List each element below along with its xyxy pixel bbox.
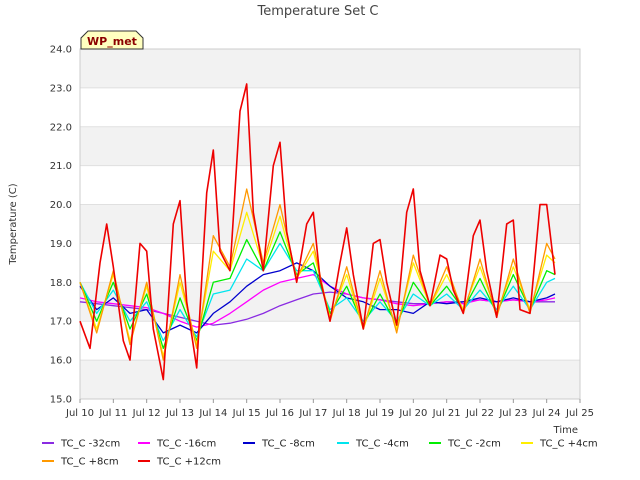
annotation-badge: WP_met bbox=[80, 30, 144, 50]
x-tick-label: Jul 20 bbox=[398, 408, 427, 419]
y-tick-label: 16.0 bbox=[50, 356, 72, 367]
legend-label: TC_C -32cm bbox=[60, 439, 120, 450]
y-tick-label: 15.0 bbox=[50, 395, 72, 406]
x-tick-label: Jul 22 bbox=[465, 408, 494, 419]
plot-background bbox=[79, 48, 581, 400]
series-line-3 bbox=[79, 262, 556, 334]
x-tick-label: Jul 25 bbox=[565, 408, 594, 419]
x-tick-label: Jul 19 bbox=[365, 408, 394, 419]
y-tick-label: 21.0 bbox=[50, 161, 72, 172]
legend-label: TC_C +4cm bbox=[539, 439, 598, 450]
x-tick-label: Jul 21 bbox=[432, 408, 461, 419]
x-tick-label: Jul 18 bbox=[332, 408, 361, 419]
x-tick-label: Jul 17 bbox=[298, 408, 327, 419]
y-tick-label: 24.0 bbox=[50, 45, 72, 56]
y-tick-label: 23.0 bbox=[50, 83, 72, 94]
x-tick-label: Jul 23 bbox=[498, 408, 527, 419]
y-tick-label: 17.0 bbox=[50, 317, 72, 328]
x-tick-label: Jul 14 bbox=[198, 408, 227, 419]
x-tick-label: Jul 13 bbox=[165, 408, 194, 419]
y-axis-title: Temperature (C) bbox=[8, 183, 19, 265]
series-line-8 bbox=[79, 83, 556, 381]
legend: TC_C -32cm TC_C -16cm TC_C -8cm TC_C -4cm TC… bbox=[42, 439, 598, 468]
background-band bbox=[80, 204, 580, 244]
plot-border bbox=[79, 48, 581, 400]
background-band bbox=[80, 49, 580, 88]
x-tick-label: Jul 11 bbox=[98, 408, 127, 419]
legend-label: TC_C -16cm bbox=[156, 439, 216, 450]
legend-label: TC_C +8cm bbox=[60, 457, 119, 468]
chart-title: Temperature Set C bbox=[256, 4, 378, 19]
background-band bbox=[80, 126, 580, 166]
background-bands bbox=[80, 49, 580, 399]
series-layer bbox=[79, 83, 556, 381]
annotation-badge-text: WP_met bbox=[87, 35, 137, 48]
x-tick-label: Jul 16 bbox=[265, 408, 294, 419]
x-tick-label: Jul 15 bbox=[232, 408, 261, 419]
y-tick-label: 22.0 bbox=[50, 122, 72, 133]
x-tick-label: Jul 24 bbox=[532, 408, 561, 419]
x-tick-label: Jul 10 bbox=[65, 408, 94, 419]
annotation-badge-shape bbox=[80, 30, 144, 50]
x-tick-label: Jul 12 bbox=[132, 408, 161, 419]
legend-label: TC_C +12cm bbox=[156, 457, 221, 468]
legend-label: TC_C -8cm bbox=[261, 439, 315, 450]
y-tick-label: 19.0 bbox=[50, 239, 72, 250]
x-axis-title: Time bbox=[553, 425, 578, 436]
background-band bbox=[80, 360, 580, 399]
legend-label: TC_C -4cm bbox=[355, 439, 409, 450]
y-axis-ticks: 15.0 16.0 17.0 18.0 19.0 20.0 21.0 22.0 23.0 24.0 bbox=[50, 45, 72, 406]
y-tick-label: 20.0 bbox=[50, 200, 72, 211]
y-tick-label: 18.0 bbox=[50, 278, 72, 289]
legend-label: TC_C -2cm bbox=[447, 439, 501, 450]
x-axis-ticks: Jul 10 Jul 11 Jul 12 Jul 13 Jul 14 Jul 15 Jul … bbox=[65, 399, 594, 419]
